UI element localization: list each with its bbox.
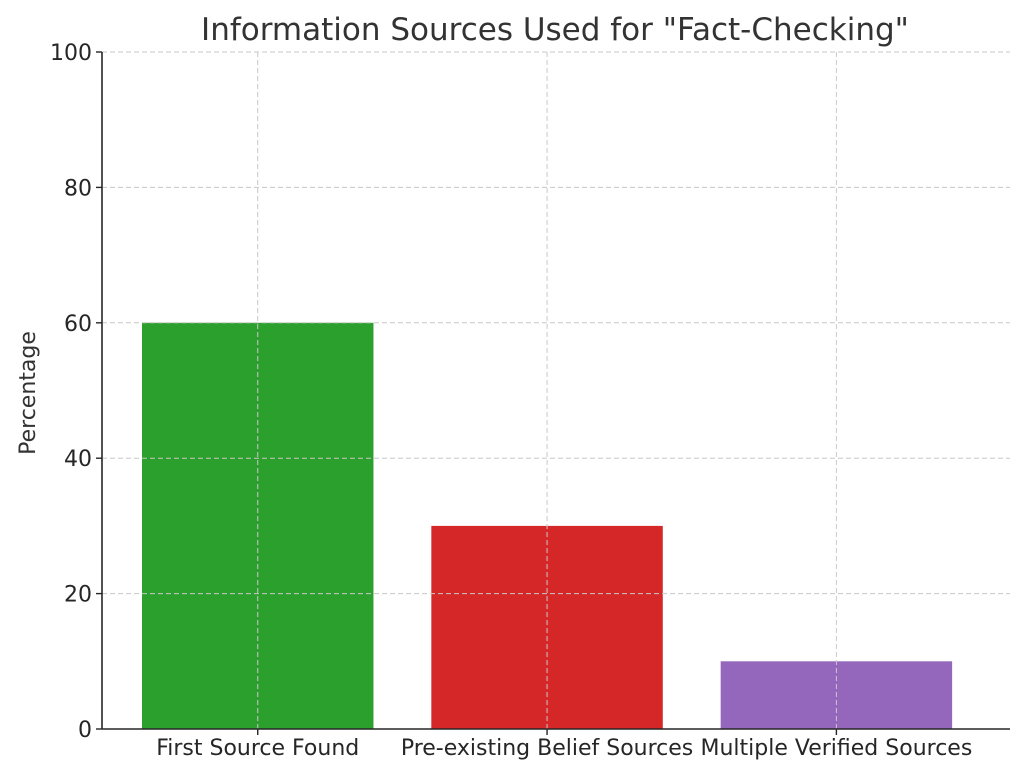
y-tick-label: 0	[78, 718, 92, 743]
y-tick-label: 80	[64, 176, 92, 201]
axes	[101, 52, 1010, 730]
y-ticks: 0 20 40 60 80 100	[50, 41, 102, 743]
y-tick-label: 60	[64, 312, 92, 337]
y-tick-label: 20	[64, 583, 92, 608]
chart-title: Information Sources Used for "Fact-Check…	[201, 12, 909, 48]
y-axis-label: Percentage	[16, 331, 41, 455]
x-tick-label: First Source Found	[156, 736, 359, 761]
y-tick-label: 100	[50, 41, 92, 66]
x-ticks: First Source Found Pre-existing Belief So…	[156, 729, 972, 761]
x-tick-label: Pre-existing Belief Sources	[401, 736, 693, 761]
x-tick-label: Multiple Verified Sources	[701, 736, 973, 761]
y-tick-label: 40	[64, 447, 92, 472]
